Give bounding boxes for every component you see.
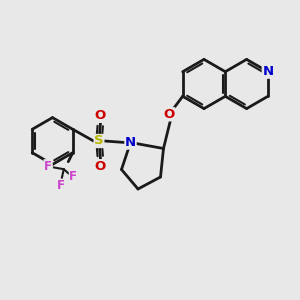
Text: F: F [57,179,65,192]
Text: O: O [95,160,106,173]
Text: F: F [44,160,52,173]
Text: S: S [94,134,104,148]
Text: N: N [125,136,136,149]
Text: O: O [164,108,175,121]
Text: F: F [69,170,77,183]
Text: O: O [95,109,106,122]
Text: N: N [262,65,274,78]
